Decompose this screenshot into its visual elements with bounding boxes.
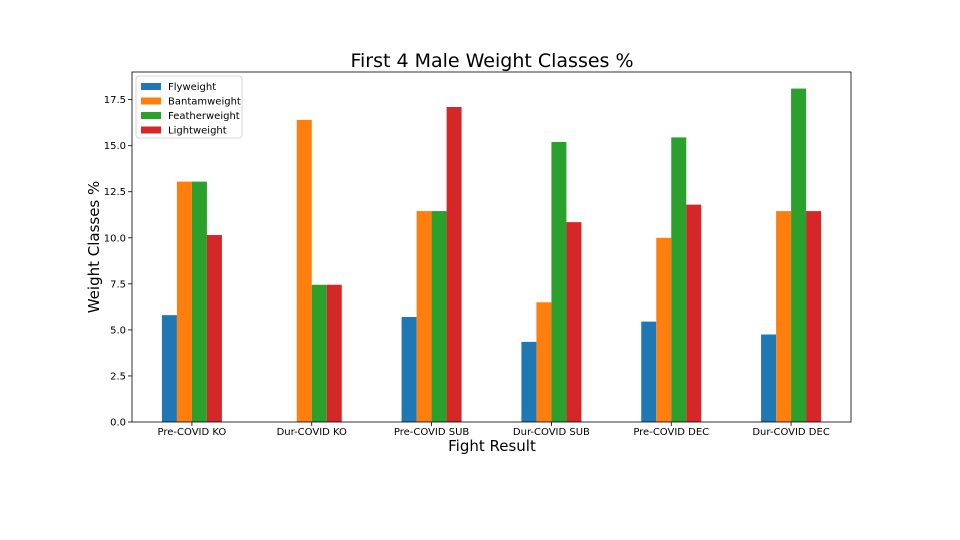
y-tick-label: 5.0 <box>110 325 126 336</box>
legend-swatch-lightweight <box>141 126 161 134</box>
bar-lightweight-5 <box>806 211 822 422</box>
bar-bantamweight-3 <box>536 302 552 422</box>
x-tick-label: Dur-COVID KO <box>277 427 347 438</box>
bar-flyweight-4 <box>641 321 657 422</box>
y-axis-label: Weight Classes % <box>85 181 103 314</box>
bar-bantamweight-5 <box>776 211 792 422</box>
legend-box <box>135 75 243 139</box>
legend: Flyweight Bantamweight Featherweight Lightw… <box>135 75 243 139</box>
bar-flyweight-0 <box>161 315 177 422</box>
legend-label-bantamweight: Bantamweight <box>168 97 241 108</box>
bar-featherweight-2 <box>431 211 447 422</box>
bar-lightweight-1 <box>326 284 342 422</box>
legend-swatch-flyweight <box>141 83 161 90</box>
bar-lightweight-2 <box>446 107 462 422</box>
bar-flyweight-5 <box>761 334 777 422</box>
bar-lightweight-0 <box>206 235 222 422</box>
bar-featherweight-5 <box>791 88 807 422</box>
bar-featherweight-4 <box>671 137 687 423</box>
x-axis: Pre-COVID KO Dur-COVID KO Pre-COVID SUB Dur… <box>158 422 830 438</box>
x-tick-label: Dur-COVID SUB <box>513 427 590 438</box>
bar-flyweight-2 <box>401 317 417 422</box>
bar-bantamweight-2 <box>416 211 432 422</box>
x-axis-label: Fight Result <box>448 437 536 455</box>
bars-group <box>161 88 822 423</box>
plot-frame <box>131 71 852 423</box>
x-tick-label: Pre-COVID DEC <box>633 427 709 438</box>
y-tick-label: 0.0 <box>110 418 126 429</box>
bar-featherweight-3 <box>551 142 567 422</box>
legend-label-flyweight: Flyweight <box>168 82 216 93</box>
bar-bantamweight-0 <box>176 181 192 422</box>
bar-lightweight-3 <box>566 222 582 422</box>
bar-featherweight-1 <box>311 284 327 422</box>
x-tick-label: Pre-COVID SUB <box>394 427 470 438</box>
y-tick-label: 12.5 <box>104 187 126 198</box>
legend-label-lightweight: Lightweight <box>168 126 227 137</box>
bar-lightweight-4 <box>686 204 702 422</box>
y-tick-label: 7.5 <box>110 279 126 290</box>
y-tick-label: 15.0 <box>104 141 126 152</box>
y-tick-label: 10.0 <box>104 233 126 244</box>
y-axis: 0.0 2.5 5.0 7.5 10.0 12.5 15.0 17.5 <box>104 95 132 429</box>
bar-bantamweight-1 <box>296 119 312 422</box>
chart-title: First 4 Male Weight Classes % <box>350 50 633 72</box>
bar-featherweight-0 <box>191 181 207 422</box>
x-tick-label: Dur-COVID DEC <box>752 427 829 438</box>
y-tick-label: 2.5 <box>110 371 126 382</box>
y-tick-label: 17.5 <box>104 95 126 106</box>
legend-swatch-bantamweight <box>141 97 161 105</box>
bar-bantamweight-4 <box>656 237 672 422</box>
legend-label-featherweight: Featherweight <box>168 111 240 122</box>
bar-flyweight-3 <box>521 341 537 422</box>
x-tick-label: Pre-COVID KO <box>158 427 227 438</box>
legend-swatch-featherweight <box>141 112 161 119</box>
